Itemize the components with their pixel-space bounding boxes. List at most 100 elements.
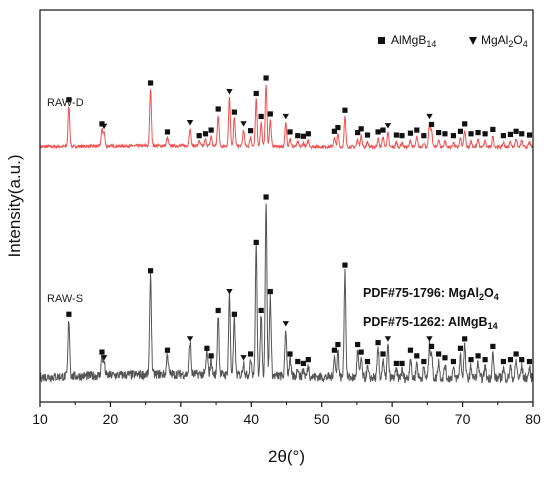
peak-marker-square — [147, 80, 154, 86]
peak-marker-square — [335, 125, 341, 131]
peak-marker-square — [380, 351, 386, 357]
peak-marker-square — [482, 357, 488, 363]
peak-marker-square — [287, 351, 293, 357]
peak-marker-square — [295, 133, 301, 139]
peak-marker-square — [513, 128, 519, 134]
peak-marker-square — [428, 121, 435, 128]
peak-marker-square — [436, 351, 442, 357]
peak-marker-square — [164, 129, 171, 135]
peak-marker-triangle — [240, 355, 247, 361]
peak-marker-square — [450, 358, 457, 365]
x-tick-label: 40 — [243, 411, 259, 427]
peak-marker-triangle — [240, 121, 247, 127]
x-tick-label: 80 — [525, 411, 541, 427]
legend-square-marker — [378, 37, 385, 44]
peak-marker-square — [475, 353, 481, 359]
peak-marker-triangle — [100, 355, 108, 361]
peak-marker-square — [500, 358, 507, 365]
peak-marker-square — [462, 121, 468, 127]
peak-marker-triangle — [384, 336, 392, 342]
peak-marker-square — [375, 340, 381, 346]
peak-marker-square — [253, 239, 259, 245]
peak-marker-square — [247, 351, 254, 357]
peak-marker-square — [66, 97, 72, 103]
peak-marker-square — [66, 311, 72, 317]
peak-marker-square — [204, 345, 210, 351]
plot-layer: RAW-D RAW-S — [39, 75, 534, 384]
series-label-raw-d: RAW-D — [47, 97, 84, 109]
peak-marker-square — [457, 128, 464, 134]
peak-marker-square — [414, 353, 420, 359]
peak-marker-square — [355, 129, 361, 136]
peak-marker-triangle — [186, 336, 194, 342]
peak-marker-square — [342, 107, 348, 113]
peak-marker-square — [490, 126, 496, 133]
peak-marker-square — [208, 127, 214, 133]
peak-marker-square — [196, 133, 202, 139]
peak-marker-square — [462, 336, 468, 342]
y-axis-title: Intensity(a.u.) — [5, 155, 24, 258]
peak-marker-square — [331, 128, 337, 134]
peak-marker-triangle — [426, 113, 433, 120]
legend-label-mgal2o4: MgAl2O4 — [481, 33, 528, 49]
peak-marker-square — [526, 358, 533, 365]
reference-label-mgal2o4: PDF#75-1796: MgAl2O4 — [363, 286, 499, 302]
peak-marker-square — [258, 113, 264, 120]
peak-marker-triangle — [186, 120, 194, 126]
peak-marker-square — [231, 311, 237, 317]
peak-marker-square — [263, 75, 269, 81]
peak-marker-square — [355, 341, 361, 348]
peak-marker-square — [263, 194, 269, 200]
legend-label-almgb14: AlMgB14 — [391, 33, 436, 49]
peak-marker-triangle — [226, 89, 233, 95]
peak-marker-square — [99, 349, 105, 355]
peak-marker-square — [421, 358, 427, 365]
peak-marker-square — [375, 129, 381, 135]
peak-marker-square — [500, 133, 507, 139]
peak-marker-square — [305, 357, 311, 363]
series-line-raw-d — [39, 84, 534, 151]
x-tick-label: 30 — [173, 411, 189, 427]
x-axis-title: 2θ(°) — [268, 447, 305, 466]
peak-marker-square — [526, 132, 533, 138]
peak-marker-square — [393, 360, 399, 367]
peak-marker-square — [358, 349, 364, 355]
x-tick-label: 50 — [314, 411, 330, 427]
peak-marker-square — [507, 357, 514, 363]
peak-marker-square — [414, 127, 420, 133]
peak-marker-square — [482, 131, 488, 137]
legend: AlMgB14 MgAl2O4 — [378, 33, 528, 49]
peak-marker-square — [399, 360, 405, 367]
peak-marker-square — [457, 345, 464, 351]
peak-marker-square — [364, 358, 371, 365]
peak-marker-square — [421, 133, 427, 139]
peak-marker-triangle — [426, 336, 433, 342]
peak-marker-square — [490, 343, 496, 350]
peak-marker-square — [300, 133, 306, 139]
peak-marker-square — [380, 127, 386, 133]
series-line-raw-s — [39, 203, 534, 384]
peak-marker-triangle — [384, 123, 392, 129]
peak-marker-square — [442, 355, 448, 361]
peak-marker-square — [147, 268, 154, 274]
peak-marker-square — [253, 90, 259, 97]
peak-marker-triangle — [100, 123, 108, 130]
peak-marker-square — [258, 307, 264, 314]
peak-marker-square — [267, 288, 273, 295]
peak-marker-square — [335, 341, 341, 348]
peak-marker-square — [399, 133, 405, 139]
peak-marker-square — [468, 131, 474, 137]
peak-marker-square — [393, 132, 399, 138]
peak-marker-square — [202, 131, 209, 137]
peak-marker-square — [164, 347, 171, 353]
reference-label-almgb14: PDF#75-1262: AlMgB14 — [363, 315, 498, 331]
peak-marker-triangle — [282, 321, 289, 327]
legend-triangle-marker — [469, 37, 477, 45]
peak-marker-square — [513, 351, 519, 357]
peak-marker-square — [267, 111, 273, 117]
x-tick-label: 20 — [103, 411, 119, 427]
peak-marker-square — [331, 347, 337, 353]
peak-marker-square — [519, 357, 525, 363]
peak-marker-square — [436, 129, 442, 136]
